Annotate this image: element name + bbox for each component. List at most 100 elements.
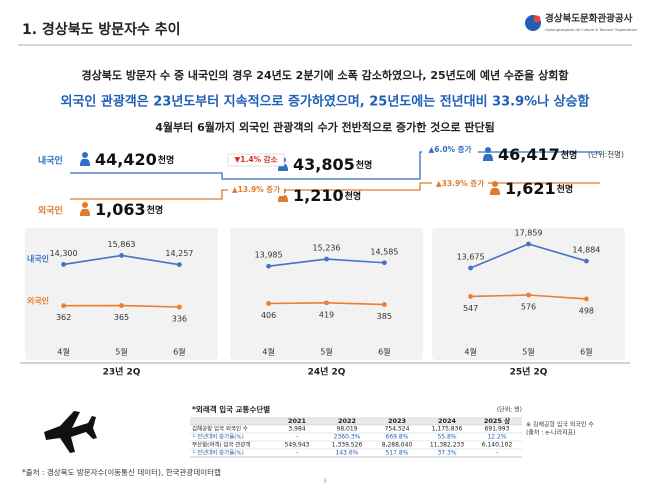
unit-note: (단위:천명) <box>588 149 624 159</box>
data-point <box>468 294 473 299</box>
data-point <box>584 258 589 264</box>
table-cell: 1,339,526 <box>332 442 363 449</box>
airplane-icon <box>44 411 97 453</box>
data-point <box>177 304 182 310</box>
table-header: 2023 <box>388 417 406 425</box>
summary-unit: 천명 <box>158 154 175 166</box>
person-icon-head <box>82 152 88 158</box>
table-title: *외래객 입국 교통수단별 <box>192 404 270 414</box>
change-label: ▲13.9% 증가 <box>232 184 280 194</box>
data-point <box>324 256 329 262</box>
table-header: 2022 <box>338 417 356 425</box>
table-unit: (단위: 명) <box>497 406 522 414</box>
summary-unit: 천명 <box>557 183 574 195</box>
headline: 외국인 관광객은 23년도부터 지속적으로 증가하였으며, 25년도에는 전년대… <box>60 94 589 110</box>
data-label: 336 <box>172 315 187 324</box>
data-label: 13,985 <box>255 251 283 260</box>
table-row-label: └ 전년대비 증가율(%) <box>192 433 244 441</box>
table-cell: 754,524 <box>385 426 410 433</box>
x-tick-label: 4월 <box>57 347 69 357</box>
table-cell: - <box>296 434 298 441</box>
summary-unit: 천명 <box>356 159 373 171</box>
page-number: 3 <box>323 479 326 485</box>
slide-title: 1. 경상북도 방문자수 추이 <box>22 21 180 38</box>
data-label: 576 <box>521 303 536 312</box>
summary-number: 46,417 <box>498 145 560 164</box>
summary-value: 44,420천명 <box>95 150 174 169</box>
person-icon-body <box>483 153 493 161</box>
data-label: 14,585 <box>370 247 398 256</box>
table-cell: 143.6% <box>336 450 359 457</box>
summary-row-label: 내국인 <box>38 155 63 167</box>
x-tick-label: 5월 <box>320 347 332 357</box>
data-point <box>119 303 124 308</box>
summary-number: 43,805 <box>293 155 355 174</box>
table-cell: 517.8% <box>386 450 409 457</box>
series-label: 외국인 <box>27 296 49 306</box>
person-icon-body <box>80 158 90 166</box>
x-tick-label: 4월 <box>464 347 476 357</box>
table-cell: 669.8% <box>386 434 409 441</box>
table-cell: 6,140,102 <box>482 442 513 449</box>
change-box <box>227 153 285 167</box>
person-icon-head <box>82 202 88 208</box>
x-tick-label: 6월 <box>580 347 592 357</box>
data-point <box>468 265 473 271</box>
change-box <box>228 184 284 196</box>
summary-value: 1,210천명 <box>293 186 361 205</box>
summary-value: 1,063천명 <box>95 200 163 219</box>
data-label: 365 <box>114 313 129 322</box>
summary-number: 44,420 <box>95 150 157 169</box>
data-point <box>266 263 271 269</box>
person-icon-body <box>278 194 288 202</box>
data-point <box>382 260 387 266</box>
data-point <box>61 262 66 267</box>
headline: 4월부터 6월까지 외국인 관광객의 수가 전반적으로 증가한 것으로 판단됨 <box>155 120 494 134</box>
table-cell: - <box>296 450 298 457</box>
table-cell: 55.8% <box>437 434 456 441</box>
data-point <box>526 292 531 298</box>
chart-panel <box>230 228 423 360</box>
table-row-label: └ 전년대비 증가율(%) <box>192 449 244 457</box>
chart-title: 24년 2Q <box>308 366 346 378</box>
data-label: 385 <box>377 312 392 321</box>
summary-unit: 천명 <box>147 204 164 216</box>
table-cell: - <box>496 450 498 457</box>
change-label: ▼1.4% 감소 <box>235 154 278 164</box>
chart-title: 25년 2Q <box>510 366 548 378</box>
data-label: 13,675 <box>457 253 485 262</box>
x-tick-label: 4월 <box>262 347 274 357</box>
table-header-bg <box>190 417 522 425</box>
summary-number: 1,210 <box>293 186 344 205</box>
data-label: 406 <box>261 311 276 320</box>
table-header: 2025 상 <box>484 416 510 425</box>
x-tick-label: 5월 <box>522 347 534 357</box>
table-note: (출처 : e-나라지표) <box>526 429 576 437</box>
table-cell: 98,019 <box>337 426 358 433</box>
data-point <box>266 301 271 306</box>
table-cell: 11,382,233 <box>430 442 465 449</box>
table-cell: 1,175,836 <box>432 426 463 433</box>
summary-value: 1,621천명 <box>505 179 573 198</box>
data-point <box>324 300 329 306</box>
summary-value: 46,417천명 <box>498 145 577 164</box>
table-cell: 8,288,040 <box>382 442 413 449</box>
data-point <box>61 303 66 309</box>
org-name: 경상북도문화관광공사 <box>545 13 633 25</box>
data-label: 15,863 <box>108 240 136 249</box>
data-label: 362 <box>56 313 71 322</box>
person-icon-head <box>485 147 491 153</box>
table-cell: 691,993 <box>485 426 510 433</box>
chart-title: 23년 2Q <box>103 366 141 378</box>
change-label: ▲6.0% 증가 <box>429 144 472 154</box>
data-point <box>526 241 531 247</box>
summary-row-label: 외국인 <box>38 205 63 217</box>
table-header: 2021 <box>288 417 307 425</box>
x-tick-label: 6월 <box>173 347 185 357</box>
table-row-label: 김해공항 입국 외국인 수 <box>192 425 248 433</box>
summary-value: 43,805천명 <box>293 155 372 174</box>
change-box <box>422 144 478 156</box>
x-tick-label: 5월 <box>115 347 127 357</box>
